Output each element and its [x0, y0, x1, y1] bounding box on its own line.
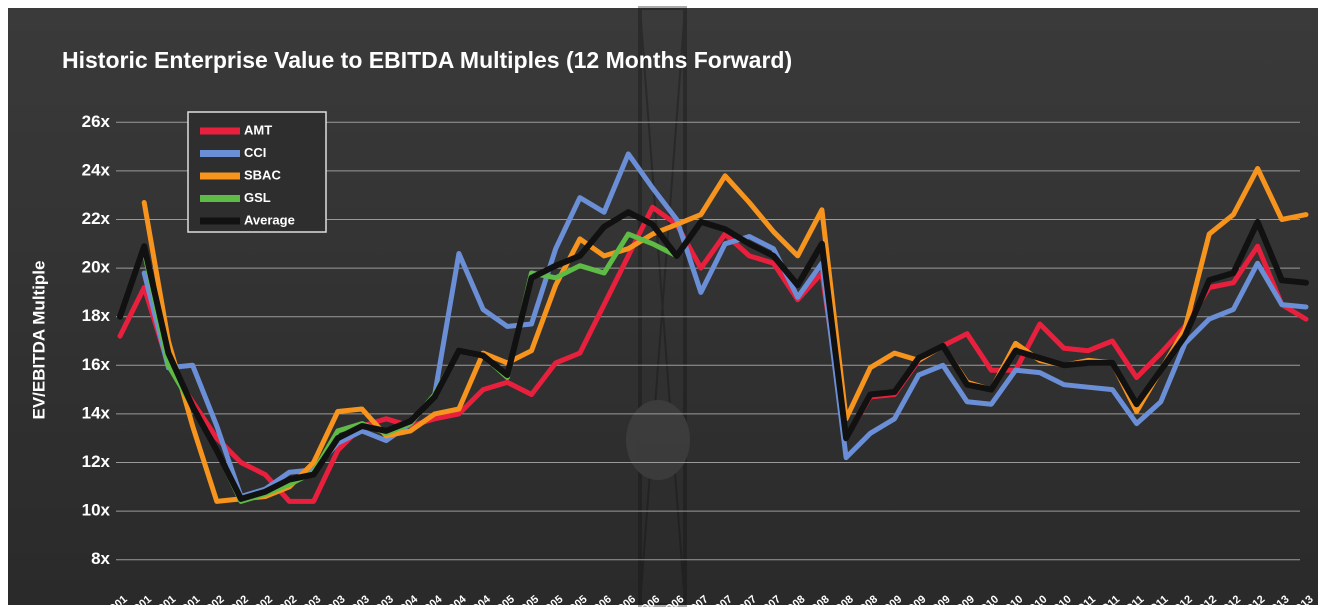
- y-tick-label: 26x: [82, 112, 111, 131]
- y-tick-label: 14x: [82, 403, 111, 422]
- chart-background: [8, 8, 1318, 605]
- legend: AMT CCI SBAC GSL Average: [187, 111, 327, 233]
- y-tick-label: 24x: [82, 160, 111, 179]
- legend-label: Average: [244, 212, 295, 227]
- series-line: [117, 204, 1309, 504]
- chart-title: Historic Enterprise Value to EBITDA Mult…: [62, 47, 792, 73]
- y-tick-label: 16x: [82, 355, 111, 374]
- y-tick-label: 22x: [82, 209, 111, 228]
- legend-label: CCI: [244, 145, 266, 160]
- y-tick-label: 10x: [82, 501, 111, 520]
- legend-label: GSL: [244, 190, 271, 205]
- y-axis-label: EV/EBITDA Multiple: [29, 261, 48, 420]
- tower-decoration: [626, 6, 690, 607]
- y-tick-label: 8x: [91, 549, 110, 568]
- series-line: [117, 209, 1309, 502]
- y-tick-label: 20x: [82, 258, 111, 277]
- y-tick-label: 12x: [82, 452, 111, 471]
- y-tick-label: 18x: [82, 306, 111, 325]
- legend-label: SBAC: [244, 167, 281, 182]
- legend-label: AMT: [244, 122, 272, 137]
- lines: [117, 151, 1309, 504]
